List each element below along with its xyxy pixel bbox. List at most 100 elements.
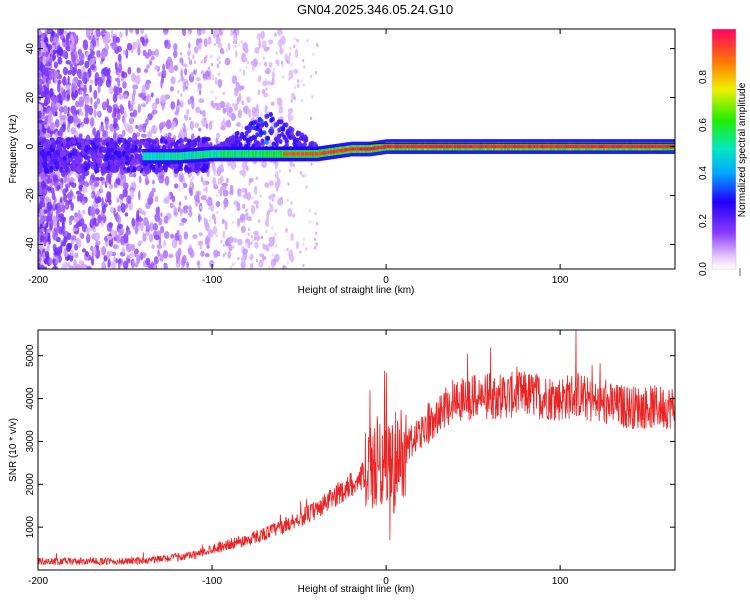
ridge-core — [571, 144, 574, 149]
noise-cell — [39, 33, 46, 38]
band-cell — [162, 164, 168, 171]
noise-cell — [291, 213, 296, 218]
ridge-core — [498, 144, 502, 149]
ridge-core — [665, 144, 669, 149]
ridge-core — [501, 144, 504, 149]
ridge-core — [368, 147, 371, 151]
noise-cell — [198, 98, 205, 104]
chart-title: GN04.2025.346.05.24.G10 — [296, 2, 454, 17]
noise-cell — [178, 237, 182, 246]
ridge-mid — [238, 150, 241, 158]
noise-cell — [160, 79, 163, 89]
noise-cell — [258, 219, 261, 223]
noise-cell — [236, 202, 241, 212]
noise-cell — [283, 265, 285, 269]
ridge-mid — [157, 152, 160, 161]
band-cell — [54, 162, 60, 170]
ridge-mid — [248, 150, 251, 158]
noise-cell — [81, 122, 85, 128]
noise-cell — [120, 237, 125, 246]
bottom-y-tick-label: 2000 — [25, 473, 36, 496]
ridge-core — [491, 144, 495, 149]
noise-cell — [140, 103, 147, 108]
noise-cell — [54, 71, 60, 78]
band-cell — [187, 166, 191, 175]
ridge-core — [446, 144, 449, 149]
noise-cell — [126, 42, 133, 51]
noise-cell — [268, 265, 271, 269]
noise-cell — [45, 132, 51, 139]
ridge-mid — [241, 150, 244, 158]
noise-cell — [284, 55, 287, 59]
ridge-core — [333, 149, 336, 154]
band-cell — [104, 154, 109, 162]
ridge-core — [503, 144, 506, 149]
hump-cell — [297, 141, 302, 146]
noise-cell — [308, 209, 311, 213]
ridge-mid — [178, 152, 181, 161]
noise-cell — [197, 42, 202, 51]
noise-cell — [155, 206, 160, 215]
band-cell — [77, 155, 82, 160]
hump-cell — [281, 126, 286, 132]
noise-cell — [66, 232, 72, 241]
noise-cell — [189, 117, 192, 121]
hump-cell — [268, 112, 273, 117]
noise-cell — [200, 206, 202, 209]
noise-cell — [171, 238, 178, 249]
noise-cell — [287, 208, 293, 217]
ridge-core — [336, 149, 339, 153]
noise-cell — [208, 120, 213, 131]
noise-cell — [163, 69, 167, 79]
noise-cell — [57, 29, 63, 36]
ridge-core — [526, 144, 529, 149]
noise-cell — [289, 169, 291, 173]
noise-cell — [77, 213, 83, 220]
ridge-core — [345, 148, 348, 152]
noise-cell — [218, 190, 221, 194]
noise-cell — [174, 110, 179, 116]
noise-cell — [96, 50, 101, 58]
noise-cell — [203, 217, 206, 221]
noise-cell — [268, 39, 274, 45]
ridge-mid — [160, 152, 163, 161]
noise-cell — [254, 47, 260, 54]
ridge-core — [383, 145, 386, 149]
ridge-core — [306, 152, 309, 156]
band-cell — [59, 166, 63, 173]
noise-cell — [117, 223, 123, 229]
bottom-y-tick-label: 5000 — [25, 344, 36, 367]
ridge-core — [664, 144, 667, 149]
noise-cell — [109, 123, 115, 132]
noise-cell — [93, 101, 98, 110]
ridge-core — [581, 144, 584, 149]
noise-cell — [100, 121, 104, 126]
noise-cell — [70, 105, 76, 115]
hump-cell — [282, 122, 287, 128]
bottom-x-tick-label: -100 — [202, 576, 222, 587]
ridge-core — [656, 144, 659, 149]
noise-cell — [113, 130, 117, 139]
ridge-mid — [216, 150, 219, 158]
noise-cell — [177, 90, 180, 94]
noise-cell — [122, 81, 127, 89]
band-cell — [202, 163, 209, 170]
hump-cell — [253, 139, 258, 145]
noise-cell — [246, 192, 252, 201]
noise-cell — [205, 123, 209, 129]
ridge-core — [459, 144, 463, 149]
noise-cell — [243, 219, 246, 223]
ridge-core — [640, 144, 644, 149]
noise-cell — [214, 105, 217, 109]
noise-cell — [294, 86, 296, 89]
noise-cell — [289, 254, 295, 263]
noise-cell — [178, 201, 182, 207]
noise-cell — [204, 117, 207, 121]
ridge-core — [387, 144, 390, 149]
ridge-core — [511, 144, 514, 149]
noise-cell — [138, 175, 142, 184]
noise-cell — [274, 232, 277, 236]
ridge-core — [517, 144, 520, 149]
noise-cell — [97, 83, 101, 94]
noise-cell — [218, 61, 221, 64]
